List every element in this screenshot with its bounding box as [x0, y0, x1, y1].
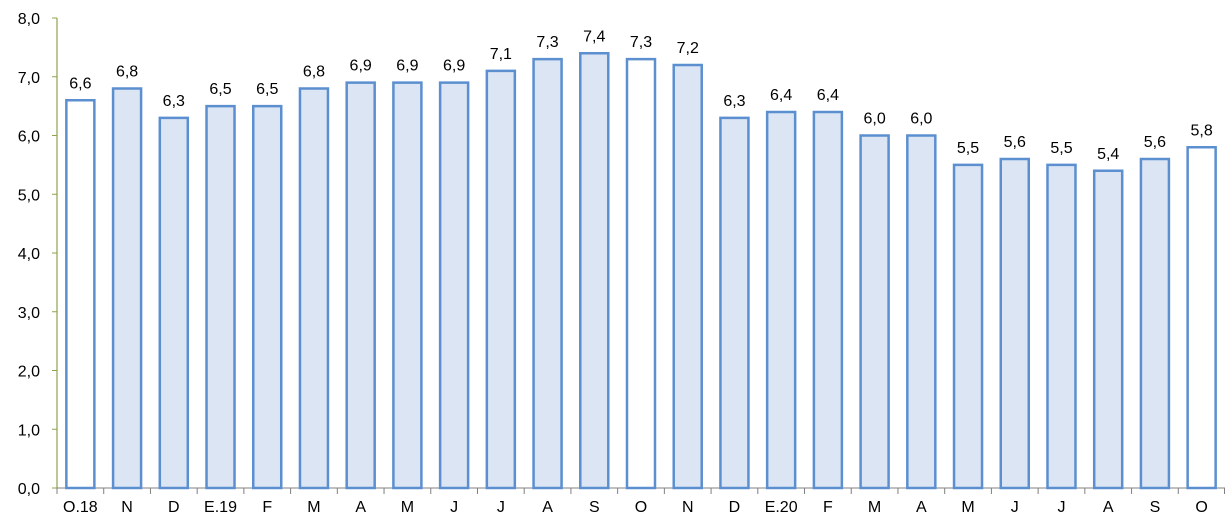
x-tick-label: O.18 [63, 499, 98, 516]
bar [158, 116, 190, 490]
data-label: 6,9 [443, 58, 465, 75]
bar [392, 81, 423, 490]
data-label: 6,3 [723, 93, 745, 110]
bar [485, 69, 517, 490]
data-label: 6,4 [817, 87, 839, 104]
data-label: 5,4 [1097, 146, 1119, 163]
y-tick-label: 7,0 [18, 70, 40, 87]
data-label: 6,4 [770, 87, 792, 104]
data-label: 7,1 [490, 46, 512, 63]
bar [205, 104, 236, 490]
x-tick-label: E.20 [765, 499, 798, 516]
bar [812, 110, 844, 490]
bar [719, 116, 750, 490]
y-tick-label: 2,0 [18, 364, 40, 381]
x-tick-label: D [729, 499, 741, 516]
x-tick-label: O [635, 499, 647, 516]
bar [532, 57, 563, 490]
x-tick-label: J [1011, 499, 1019, 516]
bar [65, 99, 96, 490]
x-tick-label: F [262, 499, 272, 516]
x-tick-label: M [307, 499, 320, 516]
bar [906, 134, 937, 490]
data-label: 5,8 [1191, 122, 1213, 139]
data-label: 6,3 [163, 93, 185, 110]
bar [438, 81, 470, 490]
bar [579, 52, 610, 490]
bar [1092, 169, 1124, 490]
bar [345, 81, 376, 490]
data-label: 5,5 [957, 140, 979, 157]
data-label: 6,5 [209, 81, 231, 98]
y-tick-label: 0,0 [18, 481, 40, 498]
x-tick-label: A [1103, 499, 1114, 516]
x-axis: O.18 N D E.19 F M A M J J A S O N D E.20 F M A M J J A S O [56, 487, 1225, 516]
y-axis: 0,0 1,0 2,0 3,0 4,0 5,0 6,0 7,0 8,0 [18, 11, 58, 498]
bars [65, 52, 1217, 490]
data-label: 6,8 [303, 64, 325, 81]
data-label: 7,3 [536, 34, 558, 51]
x-tick-label: N [121, 499, 133, 516]
x-tick-label: A [916, 499, 927, 516]
data-labels: 6,6 6,8 6,3 6,5 6,5 6,8 6,9 6,9 6,9 7,1 7,3 7,4 7,3 7… [69, 28, 1213, 163]
data-label: 6,0 [863, 111, 885, 128]
y-tick-label: 4,0 [18, 246, 40, 263]
x-tick-label: J [497, 499, 505, 516]
x-tick-label: S [589, 499, 600, 516]
y-tick-label: 6,0 [18, 129, 40, 146]
x-tick-label: M [868, 499, 881, 516]
x-tick-label: O [1195, 499, 1207, 516]
y-tick-label: 5,0 [18, 187, 40, 204]
data-label: 6,9 [396, 58, 418, 75]
x-tick-label: N [682, 499, 694, 516]
x-tick-label: M [401, 499, 414, 516]
bar [859, 134, 890, 490]
data-label: 5,5 [1050, 140, 1072, 157]
x-tick-label: S [1150, 499, 1161, 516]
bar [1046, 163, 1077, 490]
bar [298, 87, 330, 490]
data-label: 5,6 [1144, 134, 1166, 151]
data-label: 5,6 [1004, 134, 1026, 151]
x-tick-label: F [823, 499, 833, 516]
bar [952, 163, 984, 490]
x-tick-label: J [450, 499, 458, 516]
bar [111, 87, 143, 490]
bar [251, 104, 283, 490]
bar [625, 57, 657, 490]
bar [765, 110, 797, 490]
y-tick-label: 8,0 [18, 11, 40, 28]
data-label: 7,2 [677, 40, 699, 57]
bar [1186, 146, 1217, 490]
x-tick-label: M [961, 499, 974, 516]
data-label: 6,0 [910, 111, 932, 128]
data-label: 7,4 [583, 28, 605, 45]
data-label: 6,8 [116, 64, 138, 81]
y-tick-label: 3,0 [18, 305, 40, 322]
x-tick-label: D [168, 499, 180, 516]
data-label: 7,3 [630, 34, 652, 51]
bar [672, 63, 703, 490]
data-label: 6,6 [69, 75, 91, 92]
x-tick-label: A [355, 499, 366, 516]
x-tick-label: E.19 [204, 499, 237, 516]
y-tick-label: 1,0 [18, 422, 40, 439]
data-label: 6,5 [256, 81, 278, 98]
bar [1139, 157, 1171, 490]
x-tick-label: J [1057, 499, 1065, 516]
x-tick-label: A [542, 499, 553, 516]
data-label: 6,9 [350, 58, 372, 75]
bar [999, 157, 1031, 490]
